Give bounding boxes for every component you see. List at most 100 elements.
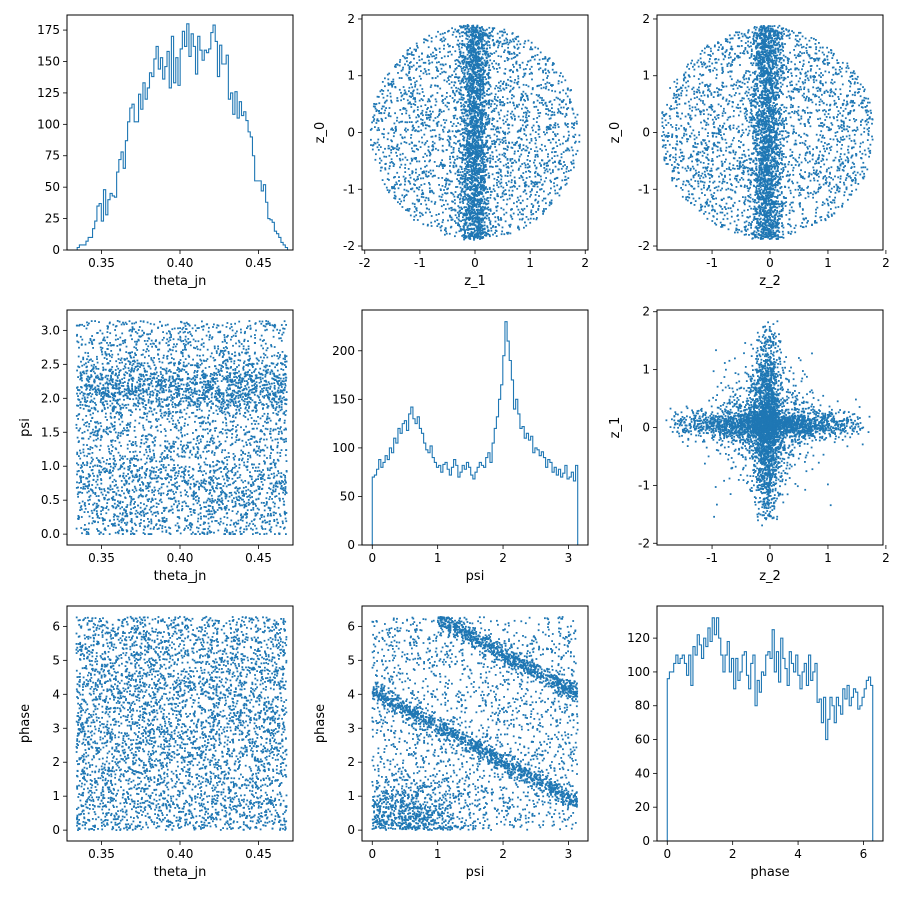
scatter-point [522,68,525,71]
scatter-point [400,163,403,166]
scatter-point [475,135,478,138]
scatter-point [560,186,562,189]
scatter-point [492,65,494,68]
scatter-point [464,109,466,111]
scatter-point [466,73,469,76]
scatter-point [375,110,378,112]
y-tick-label: 25 [45,212,60,226]
scatter-point [549,109,551,112]
scatter-point [441,149,444,152]
scatter-point [534,170,537,173]
scatter-point [479,235,482,238]
scatter-point [557,97,559,100]
scatter-point [475,28,478,31]
scatter-point [505,182,508,184]
scatter-point [428,72,431,75]
scatter-point [553,114,556,116]
scatter-point [529,190,532,193]
scatter-point [489,136,492,139]
scatter-point [564,183,567,186]
scatter-point [513,81,516,84]
scatter-point [469,47,472,50]
scatter-point [480,153,483,156]
scatter-point [417,115,420,118]
scatter-point [498,113,501,116]
scatter-point [500,181,503,184]
scatter-point [486,122,489,125]
scatter-point [399,166,401,169]
scatter-point [440,225,443,227]
scatter-point [477,66,480,69]
scatter-point [484,156,487,158]
scatter-point [466,48,468,51]
scatter-point [463,226,465,229]
scatter-point [517,75,520,78]
scatter-point [487,81,490,83]
scatter-point [460,133,463,135]
scatter-point [470,166,472,168]
scatter-point [482,188,485,191]
scatter-point [536,185,539,188]
scatter-point [478,194,480,197]
scatter-point [473,146,475,148]
scatter-point [466,117,469,120]
scatter-point [421,189,424,192]
scatter-point [480,118,482,121]
scatter-point [475,124,478,126]
scatter-point [519,128,522,131]
scatter-point [424,173,427,176]
scatter-point [811,158,814,161]
scatter-point [470,63,473,66]
scatter-point [457,140,460,142]
scatter-point [469,38,472,41]
scatter-point [429,159,431,162]
scatter-point [484,76,486,78]
scatter-point [690,178,693,181]
scatter-point [429,110,431,113]
scatter-point [415,121,418,124]
scatter-point [493,52,496,54]
scatter-point [566,147,569,150]
scatter-point [474,97,476,100]
scatter-point [475,95,478,98]
scatter-point [574,140,577,143]
scatter-point [409,162,412,165]
scatter-point [463,233,466,236]
scatter-point [477,70,480,73]
scatter-point [428,183,431,186]
scatter-point [374,126,376,128]
scatter-point [485,57,488,59]
scatter-point [475,62,478,65]
scatter-point [484,206,486,209]
scatter-point [506,145,509,148]
scatter-point [843,122,845,124]
scatter-point [502,186,505,189]
scatter-point [468,60,471,63]
scatter-point [488,66,490,69]
scatter-point [565,178,568,181]
scatter-point [503,233,506,236]
scatter-point [461,183,464,186]
scatter-point [468,222,471,225]
scatter-point [410,92,412,94]
scatter-point [474,77,477,80]
scatter-point [408,143,411,146]
scatter-point [505,42,507,45]
scatter-point [414,158,417,161]
scatter-point [457,196,459,199]
scatter-point [862,141,864,144]
scatter-point [721,138,724,141]
scatter-point [474,86,477,88]
scatter-point [831,95,834,98]
scatter-point [552,147,555,149]
scatter-point [848,134,851,137]
scatter-point [422,196,425,199]
scatter-point [524,149,527,152]
scatter-point [421,172,424,175]
scatter-point [434,220,436,223]
scatter-point [415,50,417,52]
y-tick-label: 75 [45,149,60,163]
scatter-point [511,162,513,164]
scatter-point [525,224,528,227]
scatter-point [458,156,461,159]
